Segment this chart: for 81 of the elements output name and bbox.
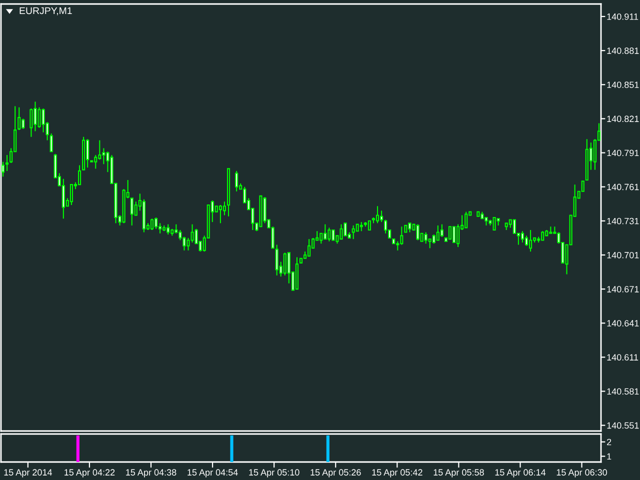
candlestick	[492, 216, 496, 231]
x-tick-label: 15 Apr 06:30	[556, 469, 608, 478]
candlestick	[78, 164, 82, 186]
candlestick	[529, 229, 532, 252]
x-tick-label: 15 Apr 05:10	[249, 469, 300, 478]
candlestick	[263, 196, 266, 224]
candlestick	[436, 224, 440, 241]
y-tick-label: 2	[607, 438, 612, 446]
candlestick	[380, 210, 384, 223]
candlestick	[344, 222, 347, 236]
candlestick	[340, 224, 343, 240]
candlestick	[50, 132, 53, 152]
candlestick	[464, 211, 468, 228]
candlestick	[448, 226, 452, 240]
candlestick	[130, 198, 134, 226]
candlestick	[30, 108, 33, 138]
candlestick	[352, 224, 355, 240]
y-tick-label: 140.701	[607, 252, 639, 258]
candlestick	[18, 106, 21, 131]
x-tick-label: 15 Apr 04:22	[64, 469, 115, 478]
y-tick-label: 140.851	[607, 82, 639, 88]
candlestick	[452, 226, 456, 244]
candlestick	[102, 148, 106, 165]
candlestick	[150, 218, 154, 231]
y-tick-label: 140.581	[607, 388, 639, 395]
candlestick	[541, 230, 544, 241]
y-tick-label: 140.551	[607, 422, 639, 429]
candlestick	[308, 238, 311, 257]
candlestick	[222, 201, 226, 216]
candlestick	[98, 140, 102, 160]
candlestick	[360, 222, 363, 232]
x-tick-label: 15 Apr 06:14	[495, 469, 546, 478]
x-tick-label: 15 Apr 05:58	[434, 469, 484, 478]
x-tick-label: 15 Apr 05:26	[310, 469, 361, 478]
y-tick-label: 140.641	[607, 320, 639, 326]
candlestick	[275, 244, 278, 276]
chart-title: EURJPY,M1	[20, 7, 72, 16]
y-tick-label: 140.911	[607, 13, 638, 20]
candlestick	[512, 219, 516, 234]
y-tick-label: 140.611	[607, 354, 638, 361]
candlestick	[283, 252, 286, 276]
candlestick	[456, 224, 460, 248]
x-tick-label: 15 Apr 2014	[4, 469, 52, 478]
candlestick	[324, 224, 327, 240]
y-tick-label: 140.791	[607, 150, 639, 156]
candlestick	[235, 170, 238, 192]
candlestick	[376, 206, 380, 224]
candlestick	[218, 204, 222, 224]
candlestick	[166, 224, 170, 236]
candlestick	[368, 220, 371, 231]
candlestick	[42, 108, 45, 133]
candlestick	[520, 230, 524, 244]
candlestick	[22, 118, 25, 130]
candlestick	[62, 178, 65, 220]
candlestick	[320, 232, 323, 244]
candlestick	[524, 235, 528, 246]
y-tick-label: 140.821	[607, 116, 639, 122]
candlestick	[34, 101, 37, 132]
candlestick	[400, 226, 404, 246]
candlestick	[328, 227, 331, 242]
candlestick	[332, 229, 335, 241]
candlestick	[432, 234, 436, 244]
candlestick	[94, 154, 98, 170]
candlestick	[440, 224, 444, 238]
candlestick	[416, 224, 420, 241]
y-tick-label: 140.731	[607, 218, 639, 224]
candlestick	[86, 138, 90, 168]
x-tick-label: 15 Apr 04:54	[188, 469, 238, 478]
y-tick-label: 140.881	[607, 48, 639, 54]
candlestick	[6, 154, 9, 172]
candlestick	[154, 216, 158, 230]
candlestick	[70, 184, 73, 206]
y-tick-label: 140.761	[607, 184, 639, 190]
candlestick	[38, 106, 41, 128]
y-tick-label: 140.671	[607, 286, 639, 292]
y-tick-label: 1	[607, 453, 612, 460]
x-tick-label: 15 Apr 05:42	[372, 469, 422, 478]
x-tick-label: 15 Apr 04:38	[126, 469, 176, 478]
candlestick	[408, 222, 412, 233]
candlestick	[134, 201, 138, 216]
candlestick	[424, 232, 428, 244]
